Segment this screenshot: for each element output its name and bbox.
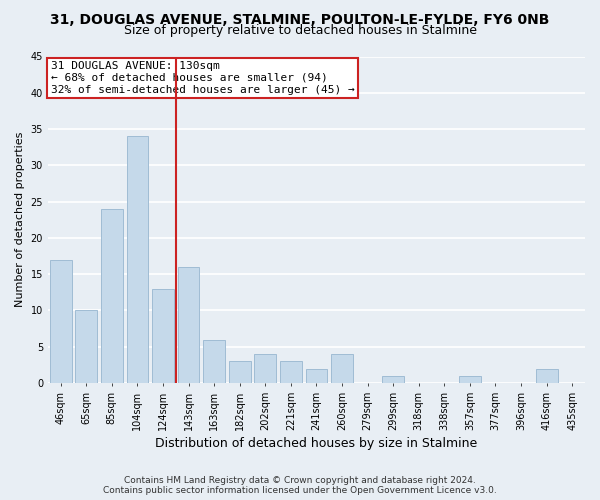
Bar [331, 354, 353, 383]
Text: Contains HM Land Registry data © Crown copyright and database right 2024.
Contai: Contains HM Land Registry data © Crown c… [103, 476, 497, 495]
Y-axis label: Number of detached properties: Number of detached properties [15, 132, 25, 308]
Bar [459, 376, 481, 383]
Bar [76, 310, 97, 383]
X-axis label: Distribution of detached houses by size in Stalmine: Distribution of detached houses by size … [155, 437, 478, 450]
Bar [536, 368, 557, 383]
Bar [382, 376, 404, 383]
Text: 31 DOUGLAS AVENUE: 130sqm
← 68% of detached houses are smaller (94)
32% of semi-: 31 DOUGLAS AVENUE: 130sqm ← 68% of detac… [50, 62, 355, 94]
Bar [280, 362, 302, 383]
Bar [229, 362, 251, 383]
Bar [178, 267, 199, 383]
Bar [305, 368, 328, 383]
Text: Size of property relative to detached houses in Stalmine: Size of property relative to detached ho… [124, 24, 476, 37]
Bar [127, 136, 148, 383]
Bar [50, 260, 71, 383]
Bar [254, 354, 276, 383]
Text: 31, DOUGLAS AVENUE, STALMINE, POULTON-LE-FYLDE, FY6 0NB: 31, DOUGLAS AVENUE, STALMINE, POULTON-LE… [50, 12, 550, 26]
Bar [203, 340, 225, 383]
Bar [152, 288, 174, 383]
Bar [101, 209, 123, 383]
